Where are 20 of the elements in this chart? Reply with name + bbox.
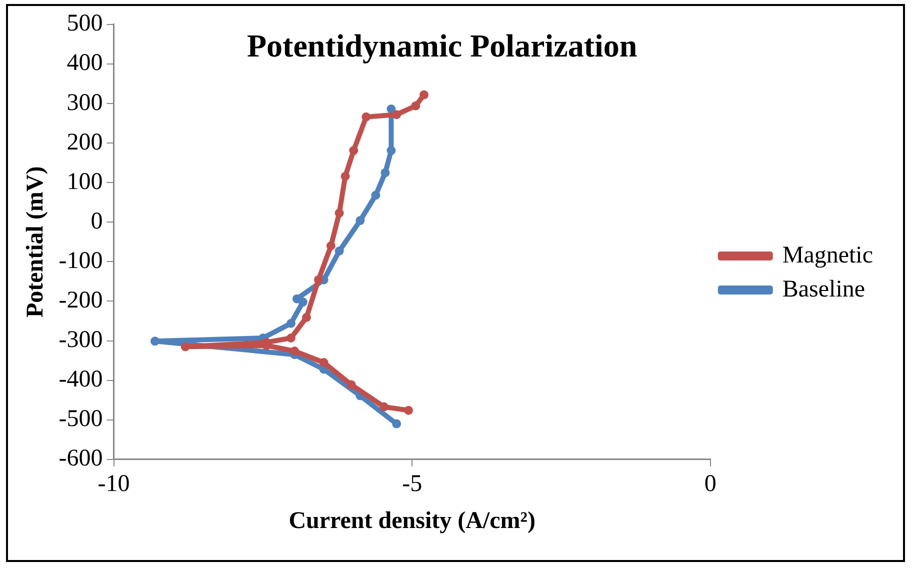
y-tick-label: -100 (58, 248, 103, 274)
y-tick-label: -500 (58, 406, 103, 432)
y-tick-label: 200 (66, 129, 103, 156)
y-tick-label: -600 (58, 446, 103, 472)
y-tick-label: 100 (66, 168, 103, 195)
y-tick-label: 0 (90, 208, 103, 234)
x-tick-label: -5 (402, 471, 422, 498)
y-tick-label: 500 (66, 10, 103, 37)
y-axis-title: Potential (mV) (22, 166, 49, 318)
y-tick-label: 300 (66, 90, 103, 116)
y-tick-label: 400 (66, 50, 103, 76)
legend-label: Baseline (782, 276, 866, 302)
x-axis-title: Current density (A/cm²) (288, 508, 536, 534)
x-tick-label: -10 (98, 471, 130, 498)
legend-label: Magnetic (782, 242, 874, 268)
y-tick-label: -300 (58, 327, 103, 354)
x-tick-label: 0 (704, 471, 716, 498)
y-tick-label: -400 (58, 366, 103, 393)
y-tick-label: -200 (58, 288, 103, 314)
chart-title: Potentidynamic Polarization (246, 28, 638, 64)
